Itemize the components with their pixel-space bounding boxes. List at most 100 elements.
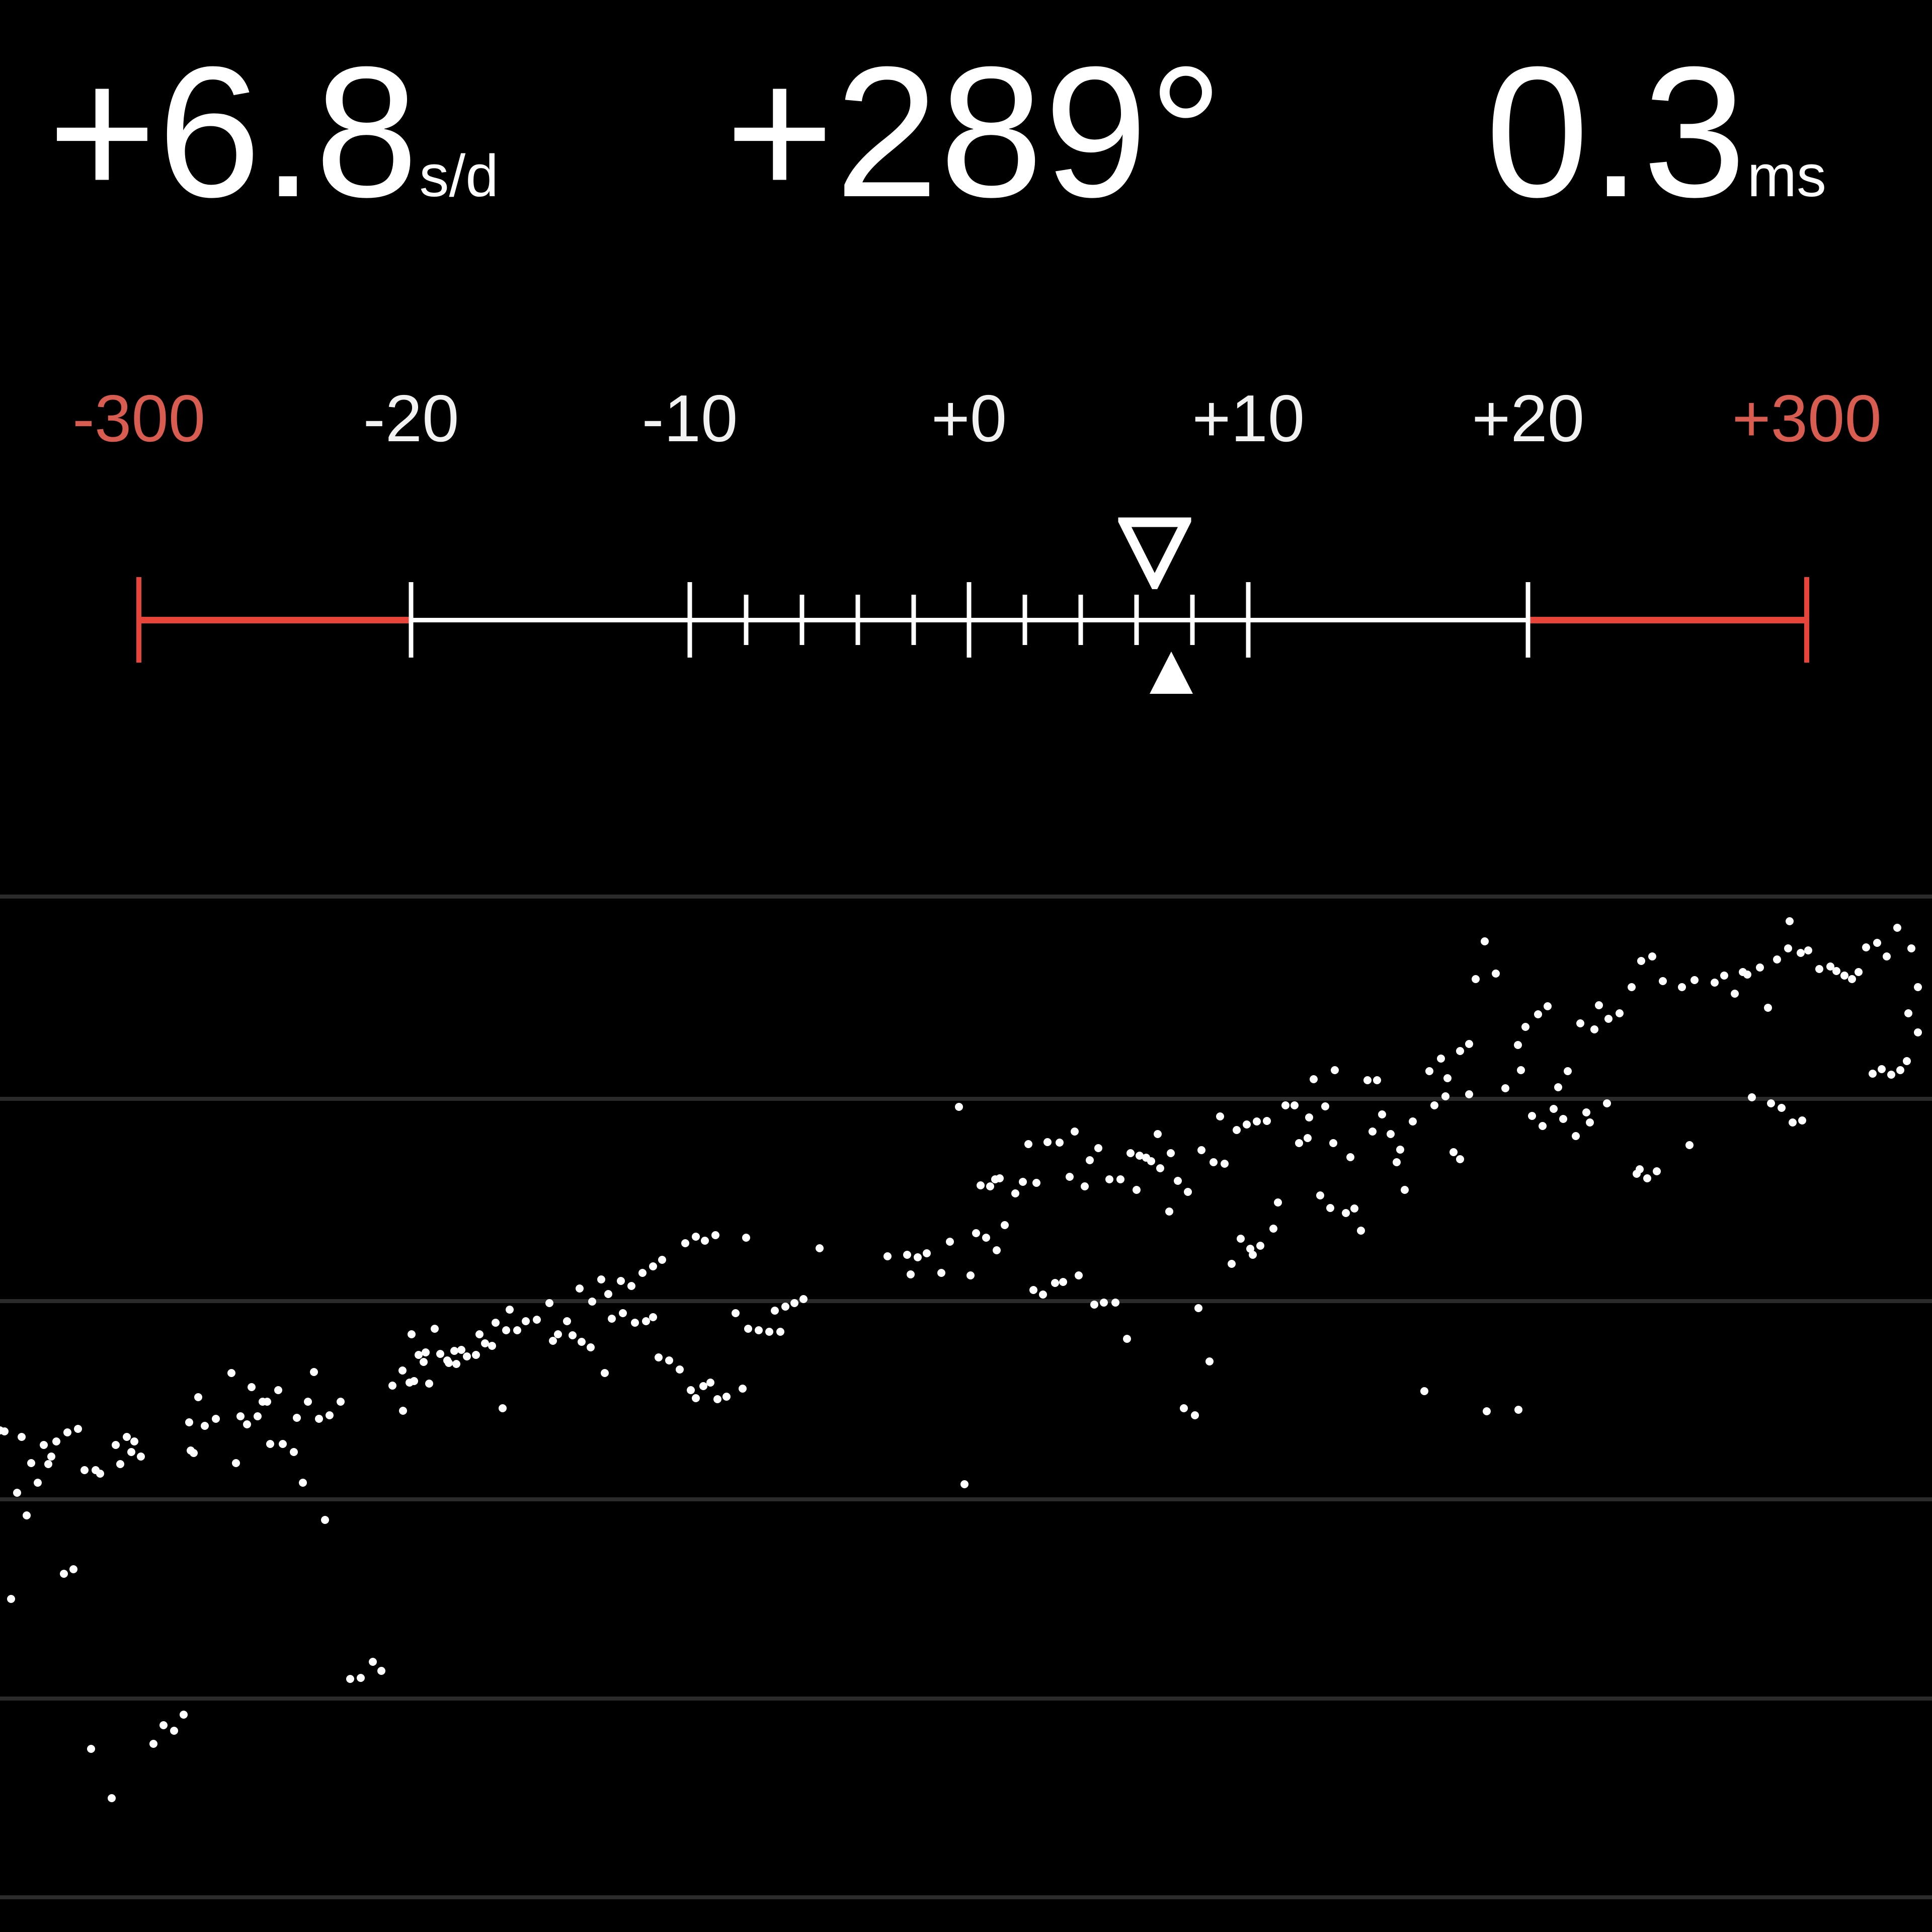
scatter-dot [1756,963,1764,972]
beat-error-value: 0.3 [1485,28,1747,236]
scatter-dot [1346,1153,1354,1161]
scatter-dot [1711,979,1719,987]
scatter-dot [18,1433,26,1441]
amplitude-value: +289° [725,28,1224,236]
scatter-dot [1378,1110,1386,1118]
scatter-dot [569,1331,577,1339]
scatter-dot [388,1382,396,1390]
scatter-dot [1194,1304,1202,1312]
scatter-dot [1059,1278,1067,1286]
scatter-dot [1246,1245,1254,1253]
scale-labels-row: -300 -20 -10 +0 +10 +20 +300 [72,381,1882,455]
scatter-dot [69,1565,77,1573]
scatter-dot [513,1326,521,1334]
scatter-dot [452,1360,460,1368]
scatter-dot [687,1386,695,1394]
ruler-tick-minor [911,595,916,645]
scatter-dot [638,1269,647,1277]
scatter-dot [1483,1407,1491,1415]
scatter-dot [1559,1115,1567,1123]
scatter-dot [1784,944,1792,952]
ruler-tick-major [967,582,972,658]
scatter-dot [326,1411,334,1419]
scatter-dot [699,1382,707,1390]
scatter-dot [1,1427,9,1435]
scatter-dot [74,1425,82,1433]
scatter-dot [1133,1186,1141,1194]
readouts-row: +6.8s/d +289° 0.3ms [0,0,1932,282]
beat-error-readout: 0.3ms [1485,39,1826,225]
scatter-dot [960,1480,969,1488]
scatter-dot [60,1570,68,1578]
scatter-dot [1228,1260,1236,1268]
scatter-dot [492,1319,500,1327]
scatter-dot [1105,1175,1113,1183]
scatter-dot [1514,1041,1522,1049]
scatter-dot [946,1238,954,1246]
scatter-dot [1456,1047,1464,1055]
scatter-dot [923,1249,931,1257]
scatter-dot [63,1428,71,1436]
scatter-dot [588,1298,596,1306]
scatter-dot [1907,944,1915,952]
scatter-dot [1024,1140,1032,1148]
scale-label-plus-10: +10 [1192,381,1305,455]
scatter-dot [739,1385,747,1393]
scatter-dot [1369,1128,1377,1136]
scatter-dot [1492,970,1500,978]
scatter-dot [321,1516,329,1524]
scatter-dot [149,1740,157,1748]
scatter-dot [1373,1076,1381,1084]
scatter-dot [1748,1093,1756,1101]
scatter-dot [706,1379,714,1387]
scatter-dot [627,1282,635,1290]
scatter-dot [711,1231,719,1239]
ruler-red-zone [139,617,412,623]
scatter-dot [642,1317,650,1325]
scatter-dot [1019,1178,1027,1186]
scatter-dot [310,1368,318,1376]
scatter-dot [578,1338,586,1346]
scatter-dot [1029,1286,1037,1294]
scatter-dot [604,1290,612,1298]
scatter-dot [722,1393,731,1401]
scatter-dot [1903,1057,1911,1065]
scatter-dot [597,1275,605,1283]
ruler-red-zone [1528,617,1807,623]
scatter-dot [1789,1118,1797,1126]
scatter-dot [248,1383,256,1391]
beat-error-unit: ms [1747,143,1826,209]
scatter-dot [123,1433,131,1441]
scatter-dot [742,1234,750,1242]
scatter-dot [1437,1055,1445,1063]
scatter-dot [1778,1104,1786,1112]
scatter-dot [692,1394,700,1402]
scatter-dot [108,1794,116,1802]
scatter-dot [1869,1070,1877,1078]
scatter-dot [1167,1149,1175,1157]
scatter-dot [1090,1301,1098,1309]
scatter-dot [1883,952,1891,960]
ruler-tick-major [1246,582,1251,658]
ruler-baseline [139,618,1807,622]
scatter-dot [955,1103,963,1111]
scatter-dot [781,1303,789,1311]
scatter-dot [1544,1002,1552,1010]
scatter-dot [315,1415,323,1423]
scatter-dot [1797,949,1805,957]
rate-unit: s/d [419,143,499,209]
scatter-dot [972,1229,980,1237]
scatter-dot [982,1234,990,1242]
scatter-dot [967,1271,975,1279]
scatter-dot [1887,1071,1895,1079]
scatter-dot [1636,1165,1644,1173]
scatter-dot [398,1366,407,1375]
scale-label-plus-300: +300 [1732,381,1882,455]
scatter-dot [1387,1130,1395,1138]
scatter-dot [34,1479,42,1487]
scatter-dot [1253,1117,1261,1125]
scatter-dot [1295,1139,1303,1147]
scatter-dot [1456,1155,1464,1163]
scatter-dot [765,1328,773,1336]
